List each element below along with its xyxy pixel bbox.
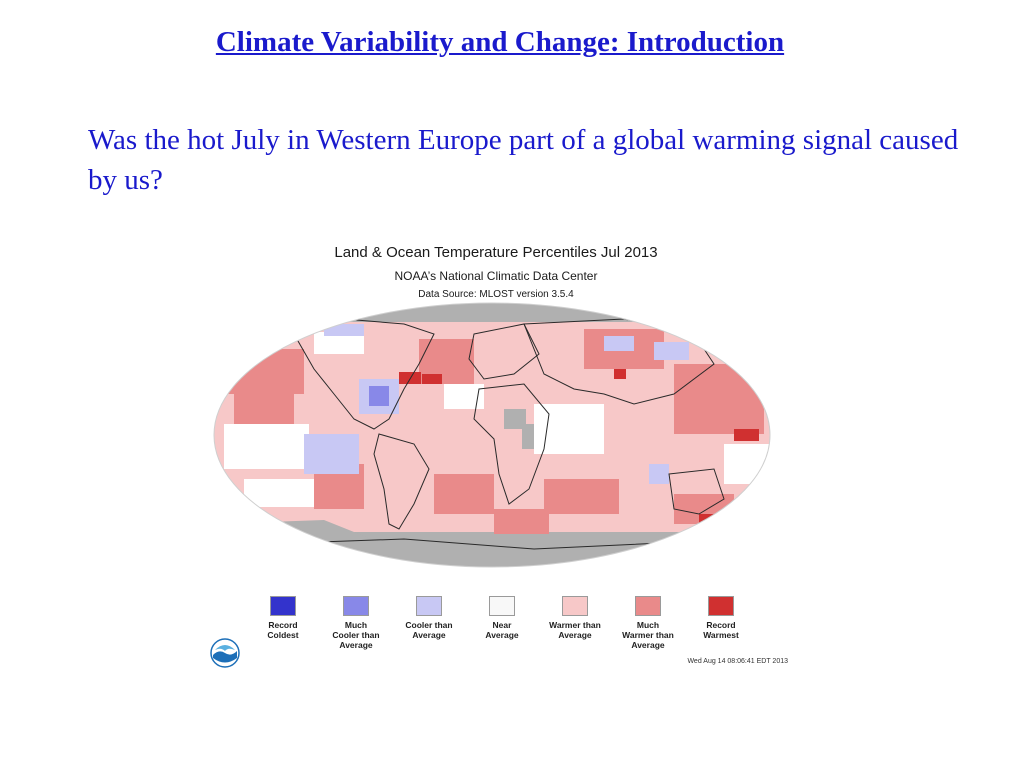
legend-label: Near Average [485, 620, 519, 640]
record-warmest-north-pacific [734, 429, 759, 441]
africa-outline [473, 383, 550, 505]
cooler-east-pacific [304, 434, 359, 474]
north-america-outline [293, 318, 435, 430]
world-map [213, 302, 771, 568]
record-warmest-europe [422, 374, 442, 384]
legend-item: Much Cooler than Average [321, 596, 391, 650]
near-average-indian-ocean [534, 404, 604, 454]
legend-item: Warmer than Average [540, 596, 610, 640]
legend-swatch [562, 596, 588, 616]
much-warmer-tropical-pacific [234, 394, 294, 424]
map-subtitle: NOAA’s National Climatic Data Center [394, 269, 598, 283]
generated-timestamp: Wed Aug 14 08:06:41 EDT 2013 [687, 658, 788, 665]
legend-label: Much Warmer than Average [622, 620, 674, 650]
legend-item: Record Coldest [248, 596, 318, 640]
map-title: Land & Ocean Temperature Percentiles Jul… [334, 244, 658, 261]
south-america-outline [373, 433, 430, 530]
no-data-sahara [504, 409, 526, 429]
globe-outline [213, 302, 771, 568]
legend-item: Near Average [467, 596, 537, 640]
temperature-percentile-map-figure: Land & Ocean Temperature Percentiles Jul… [204, 224, 788, 674]
much-warmer-southern-indian [544, 479, 619, 514]
legend-item: Cooler than Average [394, 596, 464, 640]
cooler-arctic-canada [324, 324, 364, 336]
legend-swatch [416, 596, 442, 616]
australia-outline [668, 468, 725, 515]
cooler-west-pacific [649, 464, 669, 484]
near-average-west-pacific [724, 444, 770, 484]
map-data-source: Data Source: MLOST version 3.5.4 [418, 289, 574, 300]
legend-swatch [708, 596, 734, 616]
no-data-central-africa [522, 424, 534, 449]
record-warmest-asia [614, 369, 626, 379]
legend-swatch [343, 596, 369, 616]
slide-question: Was the hot July in Western Europe part … [88, 124, 959, 196]
legend-label: Record Warmest [703, 620, 739, 640]
no-data-arctic [214, 303, 770, 322]
near-average-east-pacific [224, 424, 309, 469]
no-data-antarctic [214, 532, 770, 567]
legend-label: Much Cooler than Average [332, 620, 380, 650]
record-warmest-north-atlantic [399, 372, 421, 384]
map-legend: Record Coldest Much Cooler than Average Co… [248, 596, 748, 658]
slide-title: Climate Variability and Change: Introduc… [215, 26, 785, 58]
no-data-southern-ocean [214, 520, 770, 546]
noaa-logo-icon [210, 638, 240, 668]
much-warmer-north-pacific-west [224, 349, 304, 394]
legend-label: Cooler than Average [405, 620, 453, 640]
near-average-south-pacific [244, 479, 314, 507]
legend-label: Warmer than Average [549, 620, 601, 640]
much-warmer-south-atlantic [434, 474, 494, 514]
legend-swatch [635, 596, 661, 616]
legend-swatch [489, 596, 515, 616]
cooler-central-asia [604, 336, 634, 351]
much-warmer-north-pacific-east [674, 364, 764, 434]
cooler-east-asia [654, 342, 689, 360]
legend-swatch [270, 596, 296, 616]
much-warmer-south-atlantic-band [494, 509, 549, 534]
legend-item: Record Warmest [686, 596, 756, 640]
much-cooler-central-us [369, 386, 389, 406]
near-average-north-canada [314, 332, 364, 354]
legend-label: Record Coldest [267, 620, 299, 640]
legend-item: Much Warmer than Average [613, 596, 683, 650]
